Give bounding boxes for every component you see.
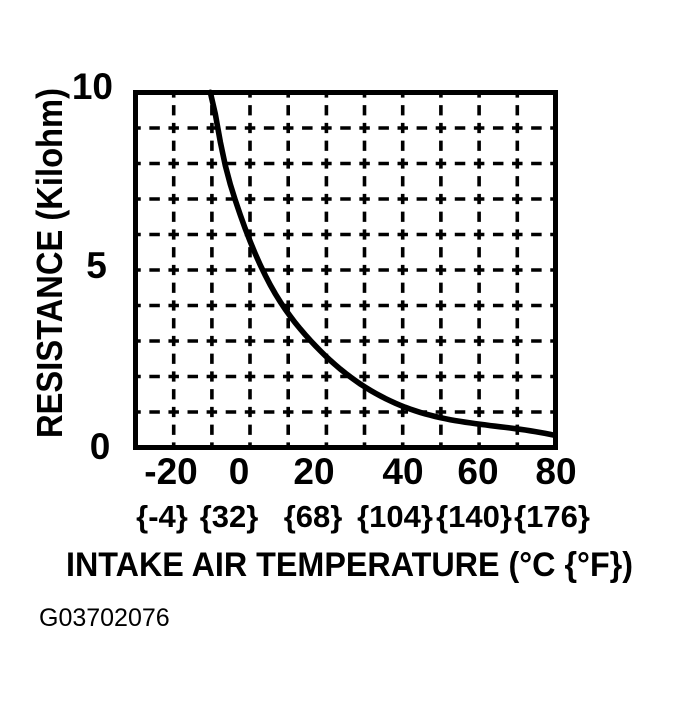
svg-text:{32}: {32} (200, 499, 259, 534)
svg-text:{68}: {68} (284, 499, 343, 534)
svg-text:RESISTANCE (Kilohm): RESISTANCE (Kilohm) (29, 88, 70, 438)
svg-text:60: 60 (457, 451, 498, 492)
svg-text:80: 80 (535, 451, 576, 492)
svg-text:{176}: {176} (514, 499, 590, 534)
svg-text:20: 20 (293, 451, 334, 492)
svg-text:{104}: {104} (357, 499, 433, 534)
svg-text:{-4}: {-4} (136, 499, 188, 534)
svg-text:10: 10 (72, 66, 113, 107)
svg-text:INTAKE AIR TEMPERATURE (°C {°F: INTAKE AIR TEMPERATURE (°C {°F}) (66, 546, 633, 584)
svg-text:5: 5 (86, 245, 107, 286)
svg-text:0: 0 (229, 451, 250, 492)
svg-text:40: 40 (382, 451, 423, 492)
svg-text:-20: -20 (144, 451, 197, 492)
svg-text:0: 0 (90, 426, 111, 467)
svg-text:{140}: {140} (436, 499, 512, 534)
svg-text:G03702076: G03702076 (39, 604, 170, 632)
